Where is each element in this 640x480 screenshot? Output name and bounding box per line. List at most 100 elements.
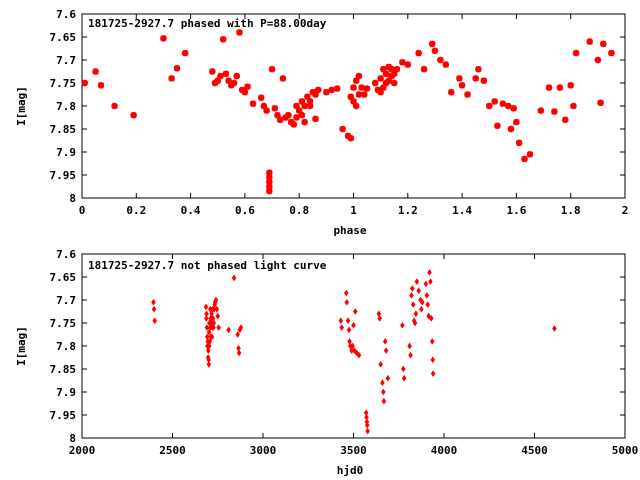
- phased-data-point: [521, 155, 528, 163]
- unphased-data-point: [350, 342, 355, 350]
- unphased-x-tick-label: 4500: [521, 444, 548, 457]
- phased-y-tick-label: 7.6: [56, 8, 76, 21]
- unphased-chart: 181725-2927.7 not phased light curve hjd…: [15, 248, 638, 477]
- unphased-y-tick-label: 8: [69, 432, 76, 445]
- phased-data-point: [545, 84, 553, 91]
- phased-data-point: [382, 70, 390, 77]
- phased-data-point: [263, 107, 270, 114]
- phased-data-point: [347, 93, 354, 100]
- phased-data-point: [217, 72, 224, 80]
- unphased-data-point: [209, 333, 215, 341]
- phased-x-tick-label: 2: [622, 204, 629, 217]
- unphased-data-point: [409, 291, 414, 299]
- phased-data-point: [377, 75, 384, 82]
- phased-y-tick-label: 7.85: [50, 123, 77, 136]
- unphased-data-point: [380, 379, 385, 387]
- phased-data-point: [355, 72, 363, 80]
- phased-data-point: [323, 89, 330, 96]
- phased-y-tick-label: 8: [69, 192, 76, 205]
- phased-data-point: [228, 82, 235, 89]
- unphased-data-point: [211, 319, 217, 327]
- phased-data-point: [597, 99, 604, 106]
- phased-data-point: [274, 112, 281, 119]
- unphased-data-point: [339, 324, 345, 332]
- phased-data-point: [81, 79, 88, 87]
- unphased-x-ticks: 2000 2500 3000 3500 4000 4500 5000: [69, 254, 638, 457]
- phased-data-point: [315, 86, 322, 94]
- unphased-y-tick-label: 7.65: [50, 271, 77, 284]
- unphased-x-tick-label: 2500: [159, 444, 186, 457]
- unphased-data-point: [356, 351, 362, 359]
- unphased-data-point: [425, 301, 431, 309]
- phased-data-point: [388, 72, 395, 80]
- phased-data-point: [173, 65, 181, 72]
- phased-data-point: [293, 114, 300, 121]
- phased-x-axis-label: phase: [333, 224, 366, 237]
- unphased-data-point: [430, 356, 436, 364]
- phased-data-point: [456, 75, 463, 82]
- unphased-data-point: [381, 397, 387, 405]
- phased-x-tick-label: 0: [79, 204, 86, 217]
- phased-data-point: [312, 115, 319, 123]
- phased-data-point: [567, 82, 574, 89]
- unphased-data-point: [238, 324, 244, 332]
- phased-data-point: [347, 135, 354, 142]
- unphased-data-point: [400, 321, 405, 329]
- phased-data-point: [266, 183, 273, 190]
- unphased-data-point: [345, 317, 351, 325]
- phased-y-axis-label: I[mag]: [15, 86, 28, 126]
- unphased-data-point: [211, 324, 216, 332]
- phased-data-point: [442, 61, 450, 68]
- phased-chart-title: 181725-2927.7 phased with P=88.00day: [88, 17, 327, 30]
- phased-data-point: [458, 82, 466, 89]
- phased-data-point: [209, 68, 216, 75]
- phased-data-point: [491, 98, 498, 105]
- unphased-data-point: [204, 310, 209, 318]
- phased-y-tick-label: 7.95: [50, 169, 77, 182]
- phased-data-point: [219, 36, 227, 43]
- unphased-y-tick-label: 7.6: [56, 248, 76, 261]
- phased-x-tick-label: 1: [350, 204, 357, 217]
- unphased-data-point: [204, 324, 210, 332]
- unphased-data-point: [400, 365, 406, 373]
- phased-data-point: [353, 77, 360, 84]
- phased-data-point: [380, 84, 387, 91]
- phased-data-point: [339, 125, 346, 133]
- unphased-data-point: [365, 427, 370, 435]
- phased-data-point: [537, 107, 545, 114]
- unphased-data-point: [213, 296, 219, 304]
- phased-x-tick-label: 1.8: [561, 204, 581, 217]
- phased-data-point: [472, 75, 479, 82]
- unphased-data-point: [419, 305, 424, 313]
- phased-data-point: [404, 61, 411, 68]
- phased-data-point: [475, 66, 482, 73]
- phased-data-point: [562, 116, 569, 123]
- phased-data-point: [448, 89, 455, 96]
- phased-data-point: [480, 77, 488, 84]
- phased-data-point: [257, 94, 265, 101]
- phased-data-point: [298, 112, 306, 119]
- phased-data-point: [160, 35, 167, 42]
- phased-y-tick-label: 7.7: [56, 54, 76, 67]
- phased-data-point: [111, 102, 118, 110]
- phased-data-point: [285, 112, 292, 119]
- phased-y-tick-label: 7.8: [56, 100, 76, 113]
- unphased-data-point: [419, 298, 425, 306]
- phased-data-point: [437, 56, 444, 64]
- unphased-data-point: [338, 317, 344, 325]
- phased-data-point: [464, 91, 471, 98]
- phased-y-tick-label: 7.9: [56, 146, 76, 159]
- unphased-x-tick-label: 3500: [340, 444, 367, 457]
- unphased-data-point: [423, 280, 429, 288]
- unphased-data-point: [344, 298, 350, 306]
- unphased-y-tick-label: 7.85: [50, 363, 77, 376]
- phased-data-point: [260, 102, 268, 110]
- phased-data-point: [211, 79, 219, 87]
- phased-data-point: [415, 49, 422, 57]
- unphased-data-point: [410, 285, 415, 292]
- unphased-data-point: [377, 314, 383, 322]
- unphased-y-tick-label: 7.7: [56, 294, 76, 307]
- unphased-data-point: [430, 370, 436, 378]
- unphased-y-ticks: 7.6 7.65 7.7 7.75 7.8 7.85 7.9 7.95 8: [50, 248, 625, 445]
